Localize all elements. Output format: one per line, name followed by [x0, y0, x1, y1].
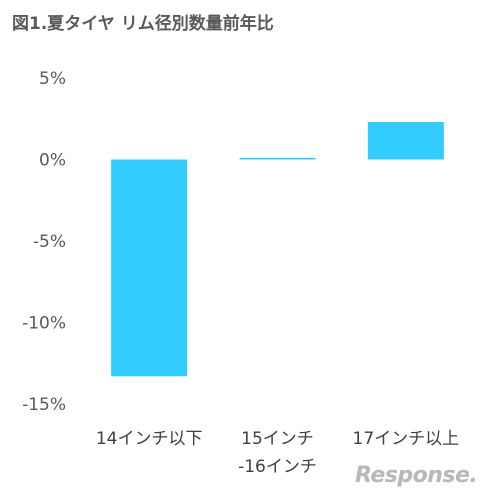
x-category-label: 15インチ — [241, 429, 314, 449]
x-category-label: -16インチ — [238, 457, 317, 477]
x-axis-labels: 14インチ以下 15インチ -16インチ 17インチ以上 — [96, 429, 459, 477]
y-tick-label: -5% — [33, 232, 66, 252]
y-tick-label: -15% — [22, 395, 66, 415]
y-tick-label: -10% — [22, 314, 66, 334]
x-category-label: 14インチ以下 — [96, 429, 203, 449]
y-axis-ticks: 5% 0% -5% -10% -15% — [22, 69, 66, 415]
bars — [111, 122, 444, 377]
bar — [367, 122, 444, 160]
bar — [239, 157, 316, 160]
response-watermark-logo: Response. — [355, 463, 478, 488]
x-category-label: 17インチ以上 — [353, 429, 460, 449]
y-tick-label: 0% — [39, 151, 66, 171]
chart-title: 図1.夏タイヤ リム径別数量前年比 — [12, 14, 274, 34]
y-tick-label: 5% — [39, 69, 66, 89]
bar — [111, 159, 188, 377]
